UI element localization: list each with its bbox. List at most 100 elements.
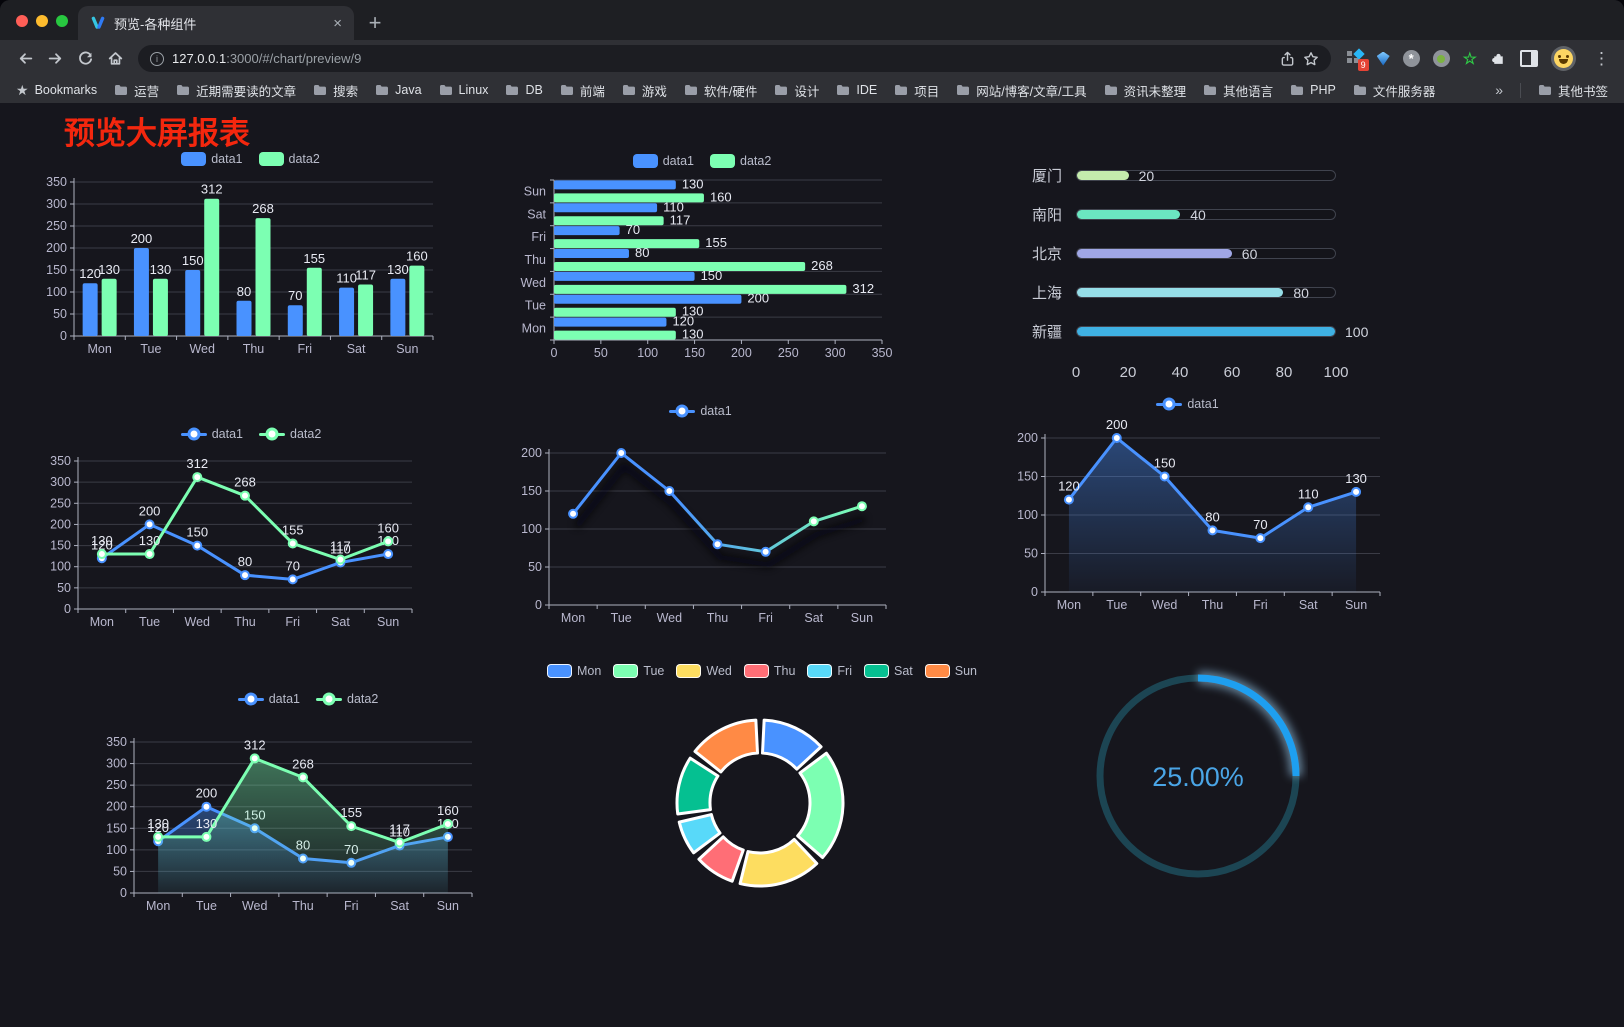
tab-close-icon[interactable]: × (333, 14, 342, 32)
legend-item-data2[interactable]: data2 (710, 154, 771, 168)
svg-text:130: 130 (150, 262, 172, 277)
chart-line-area-blue: data1 0 50 100 150 200 Mon Tue Wed Thu Fri Sat Sun 12… (985, 393, 1390, 618)
legend-marker-icon (237, 691, 264, 707)
bookmark-folder[interactable]: 运营 (114, 81, 159, 100)
bookmark-folder[interactable]: 其他语言 (1203, 81, 1273, 100)
chart-legend: data1 (503, 400, 898, 422)
svg-text:350: 350 (46, 175, 67, 189)
bookmark-folder[interactable]: 文件服务器 (1353, 81, 1435, 100)
bookmarks-root[interactable]: ★ Bookmarks (16, 81, 98, 98)
chart-bar-horizontal: data1 data2 Sun Sat Fri Thu Wed Tue Mon 0 50 100 150… (502, 150, 902, 368)
folder-icon (1353, 85, 1366, 95)
svg-text:50: 50 (594, 346, 608, 360)
bookmark-folder[interactable]: 前端 (560, 81, 605, 100)
legend-item-data1[interactable]: data1 (1156, 396, 1219, 412)
record-extension-icon[interactable] (1432, 50, 1450, 67)
svg-text:Thu: Thu (524, 253, 546, 267)
bookmark-star-icon[interactable] (1303, 51, 1319, 67)
legend-item-Tue[interactable]: Tue (613, 664, 664, 678)
proxy-extension-icon[interactable]: 9 (1346, 48, 1369, 71)
bookmarks-overflow-chevron[interactable]: » (1495, 82, 1503, 98)
back-button[interactable] (10, 44, 40, 74)
svg-text:Mon: Mon (87, 342, 111, 356)
close-window-button[interactable] (16, 15, 28, 27)
bookmark-folder[interactable]: IDE (836, 83, 877, 97)
legend-swatch-icon (924, 664, 950, 678)
bookmark-folder[interactable]: Java (375, 83, 422, 97)
chart-legend: data1 data2 (38, 148, 463, 170)
svg-text:312: 312 (201, 182, 223, 197)
browser-menu-icon[interactable]: ⋮ (1593, 48, 1610, 68)
progress-track: 60 (1076, 246, 1336, 262)
svg-text:Mon: Mon (561, 611, 585, 625)
address-bar[interactable]: i 127.0.0.1:3000/#/chart/preview/9 (138, 45, 1331, 72)
legend-item-Sun[interactable]: Sun (924, 664, 977, 678)
legend-item-data1[interactable]: data1 (180, 426, 243, 442)
svg-text:155: 155 (705, 235, 727, 250)
legend-item-data2[interactable]: data2 (259, 426, 321, 442)
sidebar-toggle-icon[interactable] (1520, 50, 1538, 67)
legend-item-data1[interactable]: data1 (181, 152, 243, 166)
gem-extension-icon[interactable] (1376, 51, 1390, 66)
svg-text:Thu: Thu (707, 611, 729, 625)
asterisk-extension-icon[interactable]: * (1402, 50, 1420, 67)
reload-button[interactable] (70, 44, 100, 74)
bookmark-folder[interactable]: PHP (1290, 83, 1336, 97)
other-bookmarks[interactable]: 其他书签 (1538, 81, 1608, 100)
svg-text:130: 130 (98, 262, 120, 277)
svg-text:Tue: Tue (139, 615, 160, 629)
svg-text:Fri: Fri (297, 342, 312, 356)
svg-text:130: 130 (682, 304, 704, 319)
svg-text:200: 200 (131, 231, 153, 246)
bookmark-folder[interactable]: 搜索 (313, 81, 358, 100)
bookmark-folder[interactable]: 资讯未整理 (1104, 81, 1186, 100)
legend-swatch-icon (546, 664, 572, 678)
svg-text:0: 0 (60, 329, 67, 343)
new-tab-button[interactable]: + (368, 10, 382, 35)
forward-button[interactable] (40, 44, 70, 74)
bookmark-folder[interactable]: 设计 (774, 81, 819, 100)
extensions-puzzle-icon[interactable] (1490, 50, 1507, 67)
svg-text:110: 110 (1298, 486, 1319, 501)
legend-item-data2[interactable]: data2 (316, 691, 378, 707)
legend-item-data1[interactable]: data1 (632, 154, 694, 168)
legend-item-Wed[interactable]: Wed (676, 664, 732, 678)
svg-text:Mon: Mon (90, 615, 114, 629)
bookmark-folder[interactable]: 网站/博客/文章/工具 (956, 81, 1087, 100)
svg-text:155: 155 (340, 805, 362, 820)
folder-icon (1291, 85, 1304, 95)
folder-icon (314, 85, 327, 95)
svg-text:250: 250 (106, 778, 127, 792)
green-star-extension-icon[interactable]: ☆ (1462, 50, 1477, 68)
bookmark-folder[interactable]: 项目 (894, 81, 939, 100)
svg-text:150: 150 (684, 346, 705, 360)
share-icon[interactable] (1280, 51, 1295, 67)
bookmark-folder[interactable]: Linux (439, 83, 488, 97)
home-button[interactable] (100, 44, 130, 74)
legend-item-data1[interactable]: data1 (669, 403, 732, 419)
bookmark-folder[interactable]: 游戏 (622, 81, 667, 100)
folder-icon (895, 85, 908, 95)
legend-item-Thu[interactable]: Thu (743, 664, 795, 678)
minimize-window-button[interactable] (36, 15, 48, 27)
legend-item-Fri[interactable]: Fri (807, 664, 852, 678)
bookmark-folder[interactable]: 近期需要读的文章 (176, 81, 296, 100)
svg-text:0: 0 (120, 886, 127, 900)
svg-text:80: 80 (1205, 509, 1219, 524)
maximize-window-button[interactable] (56, 15, 68, 27)
legend-item-Mon[interactable]: Mon (546, 664, 601, 678)
chart-line-gradient: data1 0 50 100 150 200 Mon Tue Wed Thu Fri Sat Sun (503, 400, 898, 630)
svg-text:Tue: Tue (196, 899, 217, 913)
bookmark-folder[interactable]: DB (505, 83, 543, 97)
chart-bar-vertical: data1 data2 0 50 100 150 200 250 300 350 Mon Tue Wed… (38, 148, 463, 366)
profile-avatar[interactable] (1551, 46, 1576, 71)
gauge-canvas: 25.00% (1096, 671, 1303, 878)
browser-tab[interactable]: 预览-各种组件 × (78, 6, 354, 40)
svg-text:268: 268 (252, 201, 274, 216)
legend-item-data1[interactable]: data1 (237, 691, 300, 707)
bookmark-folder[interactable]: 软件/硬件 (684, 81, 757, 100)
svg-text:0: 0 (551, 346, 558, 360)
legend-item-Sat[interactable]: Sat (864, 664, 913, 678)
legend-item-data2[interactable]: data2 (258, 152, 320, 166)
site-info-icon[interactable]: i (150, 51, 164, 66)
